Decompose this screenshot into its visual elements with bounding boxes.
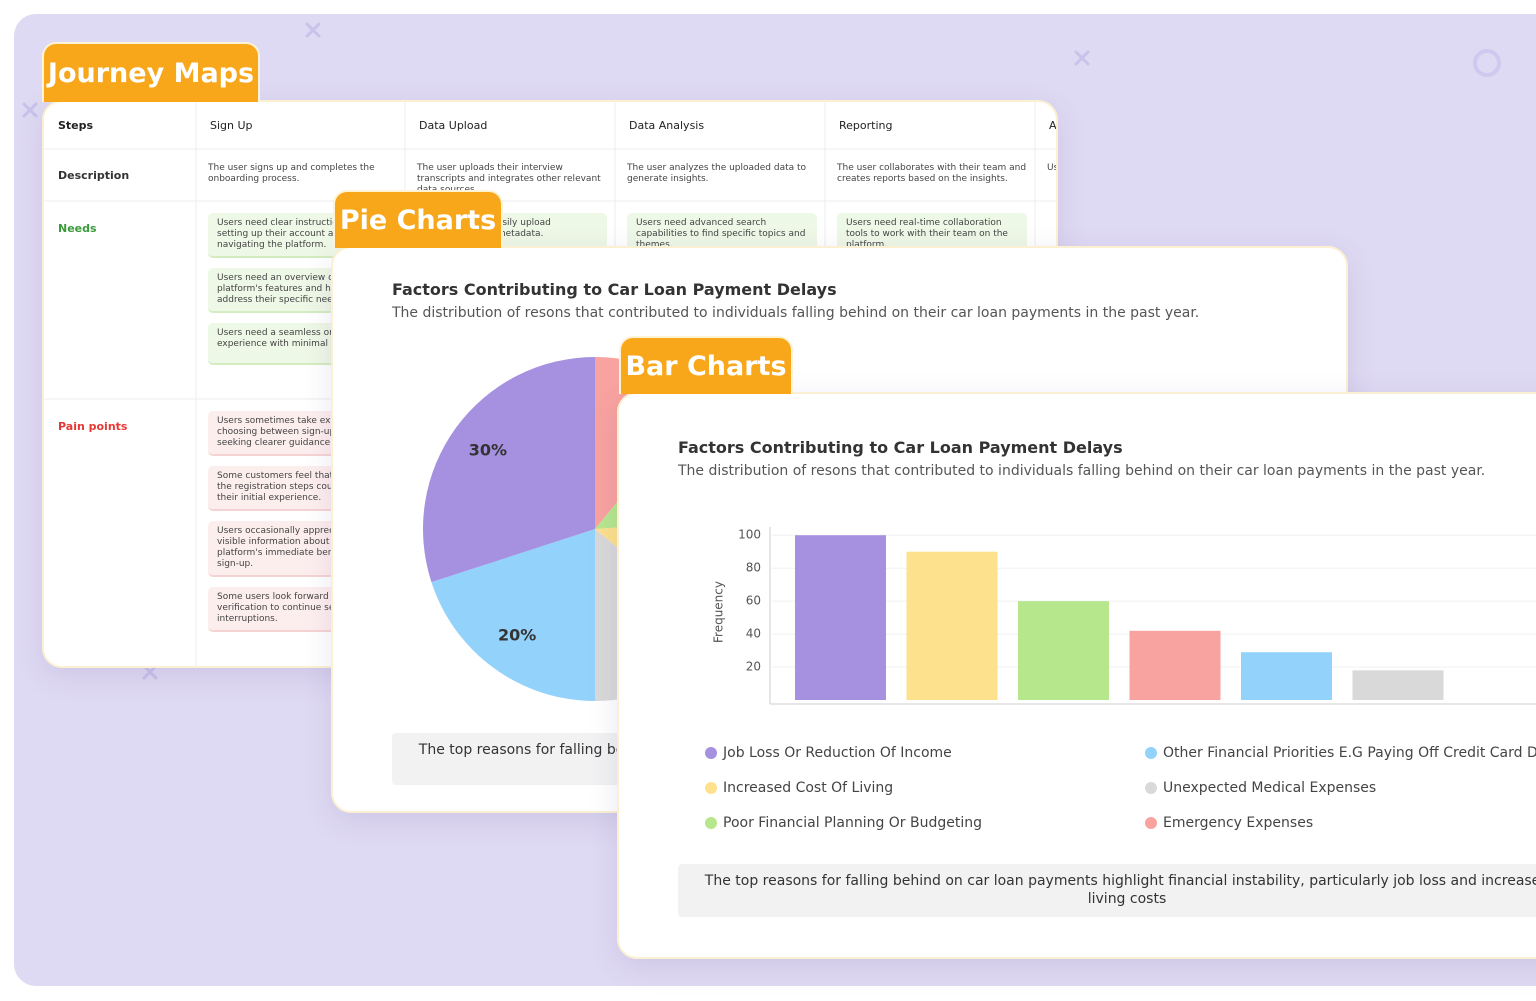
tab[interactable]: Journey Maps bbox=[42, 42, 260, 102]
legend-swatch bbox=[1145, 817, 1157, 829]
tab[interactable]: Bar Charts bbox=[619, 336, 793, 394]
bar bbox=[1018, 601, 1109, 700]
legend-label: Poor Financial Planning Or Budgeting bbox=[723, 815, 982, 831]
column-header: Ac bbox=[1049, 119, 1057, 132]
cell: The user collaborates with their team an… bbox=[837, 163, 1027, 185]
legend-swatch bbox=[705, 782, 717, 794]
row-label: Description bbox=[58, 168, 130, 182]
row-label: Needs bbox=[58, 222, 97, 235]
column-header: Steps bbox=[58, 119, 94, 132]
description: The user signs up and completes the onbo… bbox=[208, 163, 375, 184]
chart-title: Factors Contributing to Car Loan Payment… bbox=[392, 280, 837, 299]
column-header: Data Analysis bbox=[629, 119, 705, 132]
bar bbox=[1129, 630, 1221, 700]
chart-note: The top reasons for falling behind on ca… bbox=[678, 864, 1536, 917]
legend-label: Increased Cost Of Living bbox=[723, 780, 893, 796]
pain-card: Users occasionally appreciate more visib… bbox=[208, 521, 398, 577]
description: The user analyzes the uploaded data to g… bbox=[627, 163, 807, 184]
cell: The user signs up and completes the onbo… bbox=[208, 163, 397, 185]
data-label: 30% bbox=[469, 441, 507, 460]
pie-slice bbox=[423, 357, 595, 583]
bar-chart: 20 40 60 80 100 Frequency Job Loss Or Reductio… bbox=[705, 527, 1536, 831]
bar bbox=[1241, 652, 1332, 700]
legend-swatch bbox=[1145, 782, 1157, 794]
y-tick-label: 100 bbox=[738, 528, 761, 542]
legend-label: Job Loss Or Reduction Of Income bbox=[722, 745, 952, 761]
row-label: Pain points bbox=[58, 420, 128, 433]
bar bbox=[1352, 670, 1444, 700]
cell: The user analyzes the uploaded data to g… bbox=[627, 163, 817, 185]
chart-subtitle: The distribution of resons that contribu… bbox=[392, 305, 1200, 321]
bar bbox=[795, 535, 886, 700]
y-tick-label: 40 bbox=[746, 627, 761, 641]
legend-swatch bbox=[705, 747, 717, 759]
tab[interactable]: Pie Charts bbox=[333, 190, 503, 248]
bar bbox=[906, 551, 998, 700]
data-label: 20% bbox=[498, 626, 536, 645]
y-tick-label: 20 bbox=[746, 660, 761, 674]
legend-label: Other Financial Priorities E.G Paying Of… bbox=[1163, 745, 1536, 761]
y-axis-label: Frequency bbox=[712, 581, 726, 643]
legend-label: Unexpected Medical Expenses bbox=[1163, 780, 1376, 796]
y-tick-label: 60 bbox=[746, 594, 761, 608]
legend-label: Emergency Expenses bbox=[1163, 815, 1313, 831]
legend-swatch bbox=[705, 817, 717, 829]
legend-swatch bbox=[1145, 747, 1157, 759]
pie-slice bbox=[431, 529, 595, 701]
description: Us th bbox=[1047, 163, 1058, 173]
column-header: Data Upload bbox=[419, 119, 488, 132]
chart-title: Factors Contributing to Car Loan Payment… bbox=[678, 438, 1123, 457]
column-header: Sign Up bbox=[210, 119, 253, 132]
column-header: Reporting bbox=[839, 119, 893, 132]
bar-panel: Factors Contributing to Car Loan Payment… bbox=[617, 392, 1536, 959]
cell: Us th bbox=[1047, 163, 1058, 174]
chart-subtitle: The distribution of resons that contribu… bbox=[678, 463, 1486, 479]
description: The user collaborates with their team an… bbox=[837, 163, 1027, 184]
y-tick-label: 80 bbox=[746, 561, 761, 575]
